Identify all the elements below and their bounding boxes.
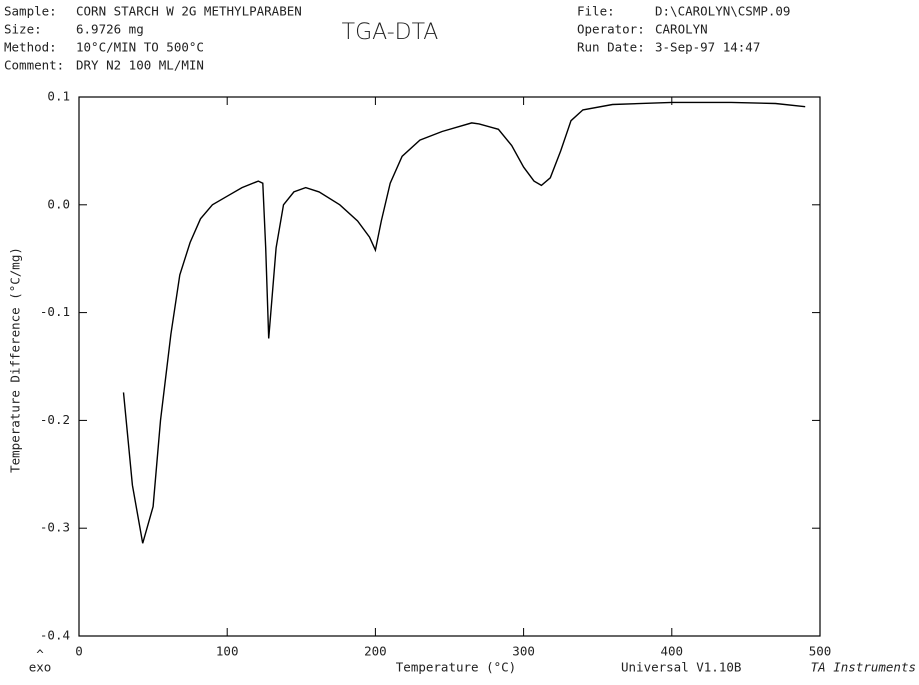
footer: Universal V1.10B	[621, 660, 741, 675]
data-line	[122, 101, 806, 544]
info-value: DRY N2 100 ML/MIN	[76, 58, 204, 73]
y-tick-label: 0.0	[47, 196, 70, 211]
y-tick-label: -0.1	[40, 304, 70, 319]
x-axis-label: Temperature (°C)	[396, 660, 516, 675]
x-tick-label: 400	[661, 644, 684, 659]
y-tick-label: 0.1	[47, 89, 70, 104]
x-tick-label: 0	[75, 644, 83, 659]
y-tick-label: -0.4	[40, 628, 70, 643]
info-key: Operator:	[577, 22, 645, 37]
info-key: File:	[577, 4, 615, 19]
info-value: CAROLYN	[655, 22, 708, 37]
chart-title: TGA-DTA	[342, 20, 439, 45]
info-key: Sample:	[4, 4, 57, 19]
footer-brand: TA Instruments	[811, 660, 916, 675]
info-key: Method:	[4, 40, 57, 55]
exo-label: exo	[29, 660, 52, 675]
y-tick-label: -0.3	[40, 520, 70, 535]
info-value: 6.9726 mg	[76, 22, 144, 37]
x-tick-label: 500	[809, 644, 832, 659]
info-value: 10°C/MIN TO 500°C	[76, 40, 204, 55]
x-tick-label: 300	[512, 644, 535, 659]
y-tick-label: -0.2	[40, 412, 70, 427]
info-value: D:\CAROLYN\CSMP.09	[655, 4, 790, 19]
x-tick-label: 200	[364, 644, 387, 659]
info-key: Size:	[4, 22, 42, 37]
info-value: CORN STARCH W 2G METHYLPARABEN	[76, 4, 302, 19]
plot-frame	[78, 96, 821, 637]
x-tick-label: 100	[216, 644, 239, 659]
info-key: Run Date:	[577, 40, 645, 55]
info-value: 3-Sep-97 14:47	[655, 40, 760, 55]
y-axis-label: Temperature Difference (°C/mg)	[8, 247, 23, 473]
exo-arrow: ^	[36, 647, 44, 662]
info-key: Comment:	[4, 58, 64, 73]
